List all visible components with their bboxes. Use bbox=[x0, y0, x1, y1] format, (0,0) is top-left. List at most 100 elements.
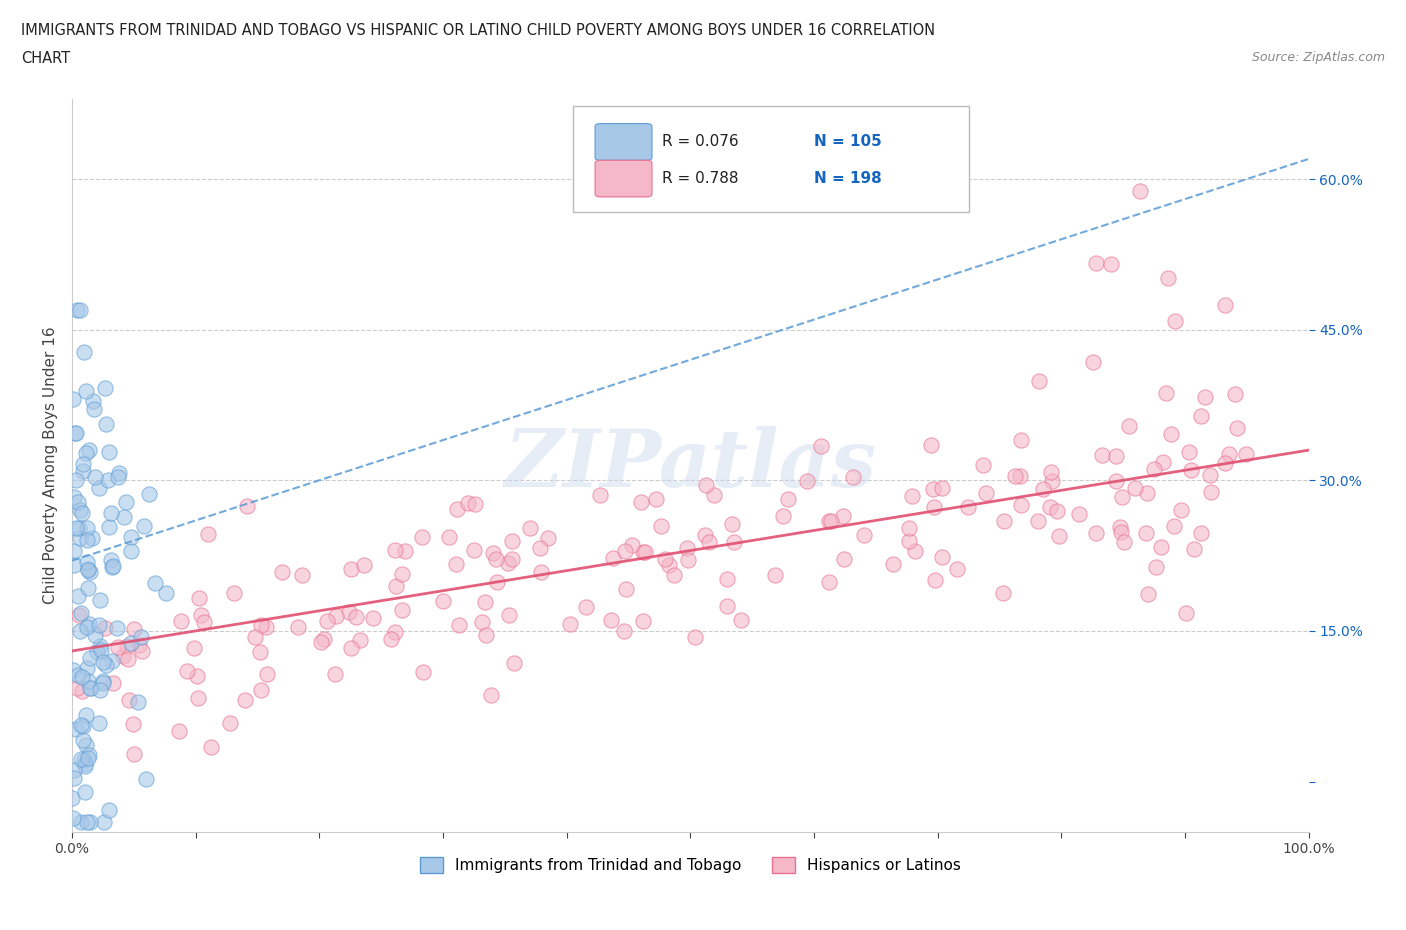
Point bbox=[974, 485, 997, 500]
Point bbox=[634, 545, 657, 560]
Point bbox=[67, 607, 90, 622]
Point bbox=[972, 458, 994, 472]
Point bbox=[69, 624, 91, 639]
Point bbox=[222, 585, 245, 600]
Point bbox=[1163, 519, 1185, 534]
Point bbox=[70, 815, 93, 830]
Point bbox=[1085, 525, 1108, 540]
Point bbox=[66, 680, 89, 695]
Point bbox=[1026, 513, 1049, 528]
Point bbox=[76, 619, 98, 634]
Point bbox=[186, 669, 208, 684]
Point bbox=[79, 681, 101, 696]
Point bbox=[72, 719, 94, 734]
Point bbox=[323, 667, 346, 682]
Point bbox=[249, 644, 271, 659]
Point bbox=[474, 594, 496, 609]
Point bbox=[325, 608, 347, 623]
Point bbox=[70, 670, 93, 684]
Point bbox=[79, 815, 101, 830]
Point bbox=[72, 457, 94, 472]
Point bbox=[62, 771, 84, 786]
Point bbox=[695, 527, 717, 542]
Point bbox=[122, 621, 145, 636]
Point bbox=[1081, 355, 1104, 370]
Point bbox=[575, 600, 598, 615]
Point bbox=[76, 815, 98, 830]
Point bbox=[62, 811, 84, 826]
Point bbox=[841, 470, 863, 485]
Point bbox=[394, 544, 416, 559]
Point bbox=[763, 567, 786, 582]
Point bbox=[129, 630, 152, 644]
Text: IMMIGRANTS FROM TRINIDAD AND TOBAGO VS HISPANIC OR LATINO CHILD POVERTY AMONG BO: IMMIGRANTS FROM TRINIDAD AND TOBAGO VS H… bbox=[21, 23, 935, 38]
Point bbox=[485, 575, 508, 590]
Point bbox=[1144, 559, 1167, 574]
Point bbox=[115, 639, 138, 654]
Point bbox=[83, 469, 105, 484]
Point bbox=[143, 576, 166, 591]
Point bbox=[200, 740, 222, 755]
Point bbox=[496, 555, 519, 570]
Point bbox=[921, 482, 943, 497]
Point bbox=[60, 790, 83, 805]
Point bbox=[1137, 587, 1160, 602]
Point bbox=[1010, 498, 1032, 512]
Point bbox=[287, 619, 309, 634]
Point bbox=[920, 437, 942, 452]
Point bbox=[1213, 456, 1236, 471]
Point bbox=[834, 551, 856, 566]
Point bbox=[183, 641, 205, 656]
Point bbox=[432, 594, 454, 609]
Point bbox=[94, 380, 117, 395]
Point bbox=[463, 543, 485, 558]
FancyBboxPatch shape bbox=[572, 106, 969, 212]
Point bbox=[1163, 314, 1185, 329]
Point bbox=[349, 632, 371, 647]
Point bbox=[76, 673, 98, 688]
Point bbox=[89, 639, 111, 654]
Point bbox=[897, 521, 920, 536]
Point bbox=[645, 492, 668, 507]
Point bbox=[94, 658, 117, 672]
Point bbox=[291, 567, 314, 582]
Point bbox=[138, 486, 160, 501]
Point bbox=[817, 575, 839, 590]
Point bbox=[75, 445, 97, 460]
Point bbox=[602, 551, 624, 565]
Point bbox=[155, 585, 177, 600]
Point bbox=[77, 563, 100, 578]
Point bbox=[314, 631, 336, 646]
Point bbox=[167, 724, 190, 738]
Point bbox=[100, 552, 122, 567]
Point bbox=[1150, 539, 1173, 554]
Point bbox=[924, 499, 946, 514]
Point bbox=[66, 667, 89, 682]
Point bbox=[1129, 183, 1152, 198]
Point bbox=[832, 509, 855, 524]
Point bbox=[62, 662, 84, 677]
Text: ZIPatlas: ZIPatlas bbox=[505, 427, 876, 504]
Point bbox=[384, 542, 406, 557]
Point bbox=[117, 651, 139, 666]
Point bbox=[993, 514, 1015, 529]
Point bbox=[931, 480, 953, 495]
Point bbox=[170, 614, 193, 629]
Point bbox=[63, 763, 86, 777]
Point bbox=[77, 617, 100, 631]
Point bbox=[75, 758, 97, 773]
Point bbox=[75, 784, 97, 799]
Point bbox=[924, 572, 946, 587]
Point bbox=[79, 650, 101, 665]
Point bbox=[76, 661, 98, 676]
Point bbox=[599, 613, 621, 628]
Point bbox=[1160, 426, 1182, 441]
Point bbox=[65, 425, 87, 440]
Point bbox=[703, 487, 725, 502]
Point bbox=[72, 505, 94, 520]
Point bbox=[654, 551, 676, 566]
Point bbox=[77, 443, 100, 458]
Point bbox=[1091, 447, 1114, 462]
Point bbox=[309, 634, 332, 649]
Point bbox=[457, 496, 479, 511]
